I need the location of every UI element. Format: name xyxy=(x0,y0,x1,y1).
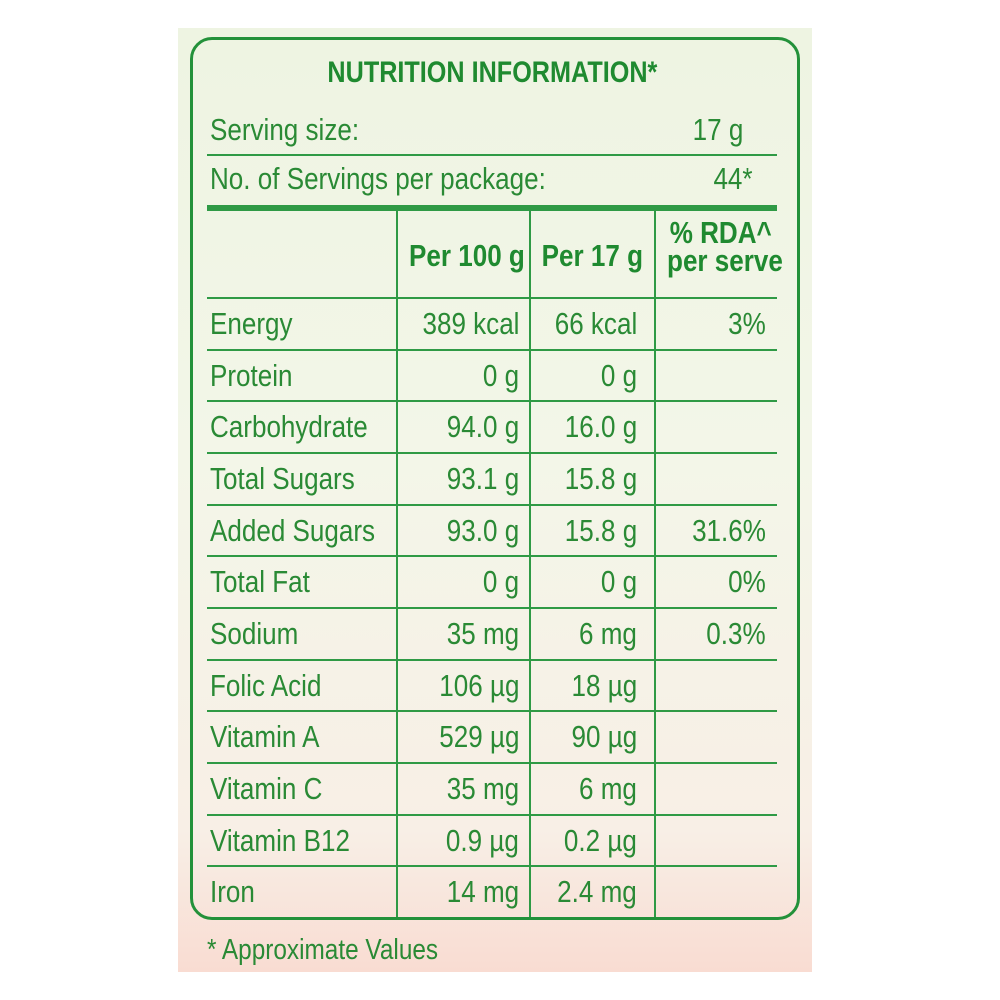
serving-value: 17 g xyxy=(692,112,743,147)
nutrient-value: 93.1 g xyxy=(446,460,519,496)
nutrient-name: Total Fat xyxy=(210,564,310,600)
nutrient-value: 14 mg xyxy=(446,874,519,910)
divider xyxy=(207,154,777,156)
nutrient-name: Total Sugars xyxy=(210,460,355,496)
nutrient-value: 31.6% xyxy=(692,512,766,548)
nutrient-value: 6 mg xyxy=(579,770,637,806)
nutrient-value: 0.3% xyxy=(706,615,766,651)
nutrient-value: 0 g xyxy=(600,357,637,393)
nutrient-value: 0.2 µg xyxy=(564,822,637,858)
serving-label: Serving size: xyxy=(210,112,360,147)
nutrient-name: Folic Acid xyxy=(210,667,322,703)
nutrient-value: 3% xyxy=(728,305,766,341)
row-divider xyxy=(207,607,777,609)
row-divider xyxy=(207,297,777,299)
row-divider xyxy=(207,452,777,454)
nutrient-name: Sodium xyxy=(210,615,299,651)
row-divider xyxy=(207,813,777,816)
nutrient-name: Vitamin C xyxy=(210,770,323,806)
nutrient-name: Vitamin B12 xyxy=(210,822,350,858)
nutrient-value: 0% xyxy=(728,564,766,600)
nutrient-value: 35 mg xyxy=(446,615,519,651)
column-header: % RDA^ xyxy=(669,215,773,250)
row-divider xyxy=(207,762,777,764)
nutrient-value: 6 mg xyxy=(579,615,637,651)
footnote: * Approximate Values xyxy=(207,934,439,966)
nutrient-value: 529 µg xyxy=(438,719,519,755)
nutrient-value: 15.8 g xyxy=(564,460,637,496)
column-header: Per 17 g xyxy=(541,238,644,273)
nutrient-value: 18 µg xyxy=(571,667,637,703)
row-divider xyxy=(207,503,777,506)
nutrient-name: Energy xyxy=(210,305,293,341)
nutrient-name: Vitamin A xyxy=(210,719,320,755)
column-header: per serve xyxy=(667,243,783,278)
nutrient-value: 35 mg xyxy=(446,770,519,806)
nutrient-name: Protein xyxy=(210,357,293,393)
title: NUTRITION INFORMATION* xyxy=(327,56,657,89)
row-divider xyxy=(207,348,777,351)
nutrient-value: 0 g xyxy=(482,357,519,393)
column-divider xyxy=(654,211,656,917)
nutrient-value: 15.8 g xyxy=(564,512,637,548)
row-divider xyxy=(207,555,777,558)
column-divider xyxy=(529,211,531,917)
label-border xyxy=(190,37,800,920)
nutrient-name: Added Sugars xyxy=(210,512,376,548)
nutrient-value: 389 kcal xyxy=(422,305,519,341)
nutrient-value: 0 g xyxy=(482,564,519,600)
nutrient-value: 16.0 g xyxy=(564,409,637,445)
thick-divider xyxy=(207,205,777,211)
nutrient-value: 2.4 mg xyxy=(557,874,637,910)
row-divider xyxy=(207,710,777,713)
row-divider xyxy=(207,400,777,403)
nutrient-name: Carbohydrate xyxy=(210,409,368,445)
nutrient-value: 0 g xyxy=(600,564,637,600)
column-divider xyxy=(396,211,398,917)
nutrient-value: 66 kcal xyxy=(554,305,637,341)
nutrient-value: 106 µg xyxy=(438,667,519,703)
nutrient-value: 0.9 µg xyxy=(446,822,519,858)
column-header: Per 100 g xyxy=(409,238,525,273)
nutrient-value: 94.0 g xyxy=(446,409,519,445)
servings-label: No. of Servings per package: xyxy=(210,161,546,196)
servings-value: 44* xyxy=(713,161,753,196)
row-divider xyxy=(207,658,777,661)
nutrient-name: Iron xyxy=(210,874,255,910)
nutrient-value: 93.0 g xyxy=(446,512,519,548)
row-divider xyxy=(207,865,777,868)
nutrient-value: 90 µg xyxy=(571,719,637,755)
